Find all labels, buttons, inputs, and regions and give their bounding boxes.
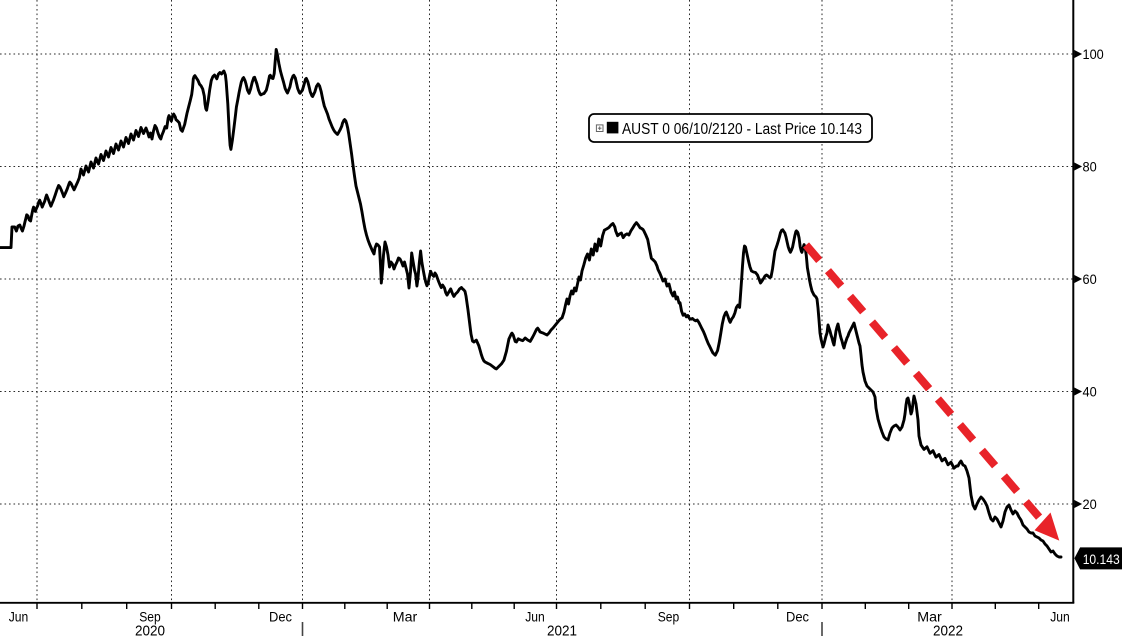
svg-text:20: 20	[1083, 497, 1097, 513]
svg-text:100: 100	[1083, 47, 1104, 63]
svg-text:60: 60	[1083, 272, 1097, 288]
svg-text:Mar: Mar	[917, 609, 942, 625]
svg-text:10.143: 10.143	[1083, 552, 1120, 568]
svg-text:Jun: Jun	[1050, 609, 1070, 625]
svg-text:2022: 2022	[933, 623, 963, 638]
svg-text:Dec: Dec	[269, 609, 292, 625]
svg-text:Jun: Jun	[525, 609, 545, 625]
svg-text:AUST 0 06/10/2120 - Last Price: AUST 0 06/10/2120 - Last Price 10.143	[622, 121, 862, 138]
svg-text:2021: 2021	[547, 623, 577, 638]
svg-text:40: 40	[1083, 385, 1097, 401]
svg-text:Jun: Jun	[9, 609, 29, 625]
svg-text:Sep: Sep	[658, 609, 680, 625]
svg-text:2020: 2020	[135, 623, 165, 638]
svg-text:Mar: Mar	[393, 609, 418, 625]
svg-text:Sep: Sep	[139, 609, 161, 625]
svg-text:80: 80	[1083, 160, 1097, 176]
svg-text:Dec: Dec	[786, 609, 809, 625]
